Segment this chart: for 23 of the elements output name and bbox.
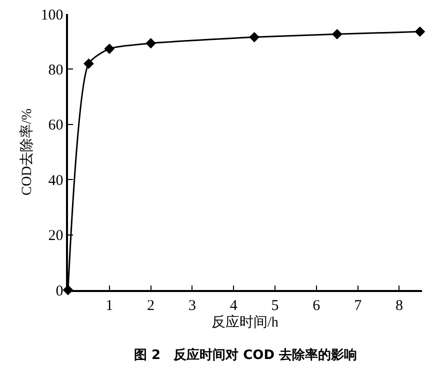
x-tick-label: 4	[230, 298, 238, 314]
point	[332, 28, 342, 40]
caption: 图 2 反应时间对 COD 去除率的影响	[134, 347, 358, 363]
y-tick-label: 100	[40, 7, 64, 24]
y-tick-label: 60	[48, 118, 64, 134]
x-tick-label: 5	[271, 298, 279, 314]
x-tick-label: 8	[395, 298, 403, 314]
point	[249, 32, 260, 42]
x-tick-label: 7	[354, 298, 362, 314]
x-axis-title: 反应时间/h	[212, 314, 278, 331]
point	[104, 44, 115, 54]
y-axis-title: COD去除率/%	[18, 108, 35, 196]
x-tick-label: 1	[106, 298, 114, 314]
point	[414, 26, 426, 37]
point	[146, 38, 156, 48]
x-tick-label: 2	[147, 298, 155, 314]
y-tick-label: 80	[48, 62, 64, 78]
y-tick-label: 40	[48, 172, 64, 189]
x-tick-label: 3	[188, 298, 196, 314]
x-tick-label: 6	[312, 298, 321, 314]
y-tick-label: 0	[56, 283, 64, 300]
y-tick-label: 20	[48, 228, 64, 244]
point	[84, 58, 94, 69]
